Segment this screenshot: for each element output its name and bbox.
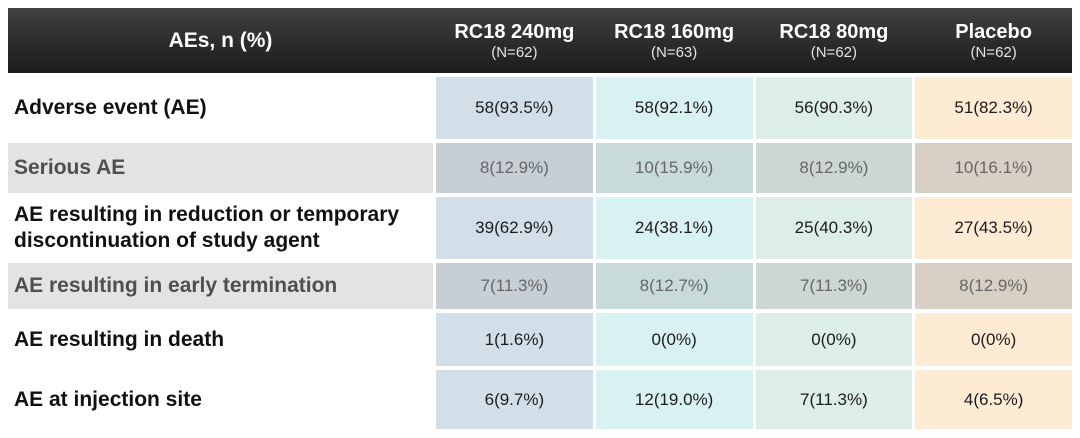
column-n: (N=62) — [491, 43, 538, 61]
table-row: Adverse event (AE) 58(93.5%) 58(92.1%) 5… — [8, 77, 1072, 139]
header-cell-placebo: Placebo (N=62) — [915, 8, 1072, 73]
column-name: RC18 240mg — [454, 20, 575, 43]
column-name: RC18 80mg — [779, 20, 889, 43]
header-cell-aes: AEs, n (%) — [8, 8, 433, 73]
table-cell: 10(16.1%) — [915, 143, 1072, 193]
table-cell: 7(11.3%) — [436, 263, 593, 309]
table-cell: 0(0%) — [755, 313, 913, 366]
table-cell: 58(93.5%) — [436, 77, 593, 139]
table-cell: 25(40.3%) — [755, 197, 913, 259]
column-name: Placebo — [955, 20, 1032, 43]
table-cell: 10(15.9%) — [595, 143, 753, 193]
table-cell: 8(12.9%) — [915, 263, 1072, 309]
table-cell: 7(11.3%) — [755, 263, 913, 309]
table-cell: 8(12.9%) — [755, 143, 913, 193]
header-cell-rc18-240mg: RC18 240mg (N=62) — [436, 8, 593, 73]
table-cell: 24(38.1%) — [595, 197, 753, 259]
column-n: (N=62) — [810, 43, 858, 61]
row-label: Adverse event (AE) — [8, 77, 433, 139]
table-cell: 0(0%) — [915, 313, 1072, 366]
table-cell: 8(12.7%) — [595, 263, 753, 309]
column-n: (N=63) — [650, 43, 698, 61]
table-title: AEs, n (%) — [168, 28, 273, 52]
table-cell: 27(43.5%) — [915, 197, 1072, 259]
row-label: AE resulting in death — [8, 313, 433, 366]
table-row: AE resulting in early termination 7(11.3… — [8, 263, 1072, 309]
column-n: (N=62) — [970, 43, 1017, 61]
row-label: AE resulting in reduction or temporary d… — [8, 197, 433, 259]
table-cell: 1(1.6%) — [436, 313, 593, 366]
table-cell: 0(0%) — [595, 313, 753, 366]
row-label: Serious AE — [8, 143, 433, 193]
row-label: AE resulting in early termination — [8, 263, 433, 309]
table-cell: 7(11.3%) — [755, 370, 913, 429]
header-cell-rc18-160mg: RC18 160mg (N=63) — [596, 8, 753, 73]
table-cell: 12(19.0%) — [595, 370, 753, 429]
table-header-row: AEs, n (%) RC18 240mg (N=62) RC18 160mg … — [8, 8, 1072, 73]
table-row: Serious AE 8(12.9%) 10(15.9%) 8(12.9%) 1… — [8, 143, 1072, 193]
column-name: RC18 160mg — [614, 20, 735, 43]
table-cell: 51(82.3%) — [915, 77, 1072, 139]
table-cell: 56(90.3%) — [755, 77, 913, 139]
table-row: AE resulting in reduction or temporary d… — [8, 197, 1072, 259]
header-cell-rc18-80mg: RC18 80mg (N=62) — [756, 8, 913, 73]
table-cell: 39(62.9%) — [436, 197, 593, 259]
table-cell: 8(12.9%) — [436, 143, 593, 193]
row-label: AE at injection site — [8, 370, 433, 429]
table-row: AE resulting in death 1(1.6%) 0(0%) 0(0%… — [8, 313, 1072, 366]
table-cell: 6(9.7%) — [436, 370, 593, 429]
table-cell: 4(6.5%) — [915, 370, 1072, 429]
table-row: AE at injection site 6(9.7%) 12(19.0%) 7… — [8, 370, 1072, 429]
table-cell: 58(92.1%) — [595, 77, 753, 139]
